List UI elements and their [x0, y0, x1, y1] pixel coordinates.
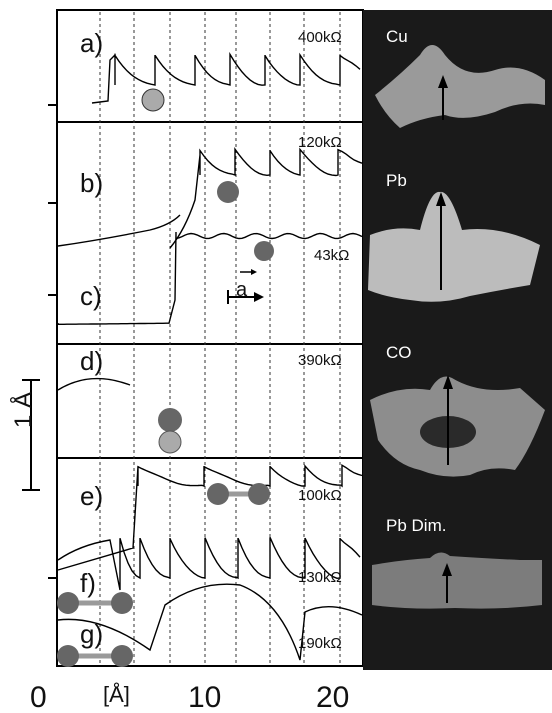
trace-b: [169, 147, 363, 249]
y-ticks: [48, 104, 57, 579]
panel-letter-a: a): [80, 28, 103, 58]
lattice-vector: a: [227, 269, 264, 304]
trace-a: [91, 51, 361, 104]
resistance-e: 100kΩ: [298, 487, 342, 504]
label-pb: Pb: [386, 171, 407, 190]
panel-letter-f: f): [80, 568, 96, 598]
ball-b: [217, 181, 239, 203]
vector-label: a: [236, 279, 248, 301]
trace-d: [57, 377, 131, 391]
resistance-c: 43kΩ: [314, 247, 349, 264]
dimer-f-left: [57, 592, 79, 614]
x-axis-unit: [Å]: [103, 682, 130, 707]
resistance-g: 190kΩ: [298, 635, 342, 652]
panel-letter-c: c): [80, 281, 102, 311]
panel-letter-e: e): [80, 481, 103, 511]
panel-letter-d: d): [80, 346, 103, 376]
scale-bar-label: 1 Å: [9, 392, 37, 428]
label-cu: Cu: [386, 27, 408, 46]
x-tick-10: 10: [188, 681, 221, 713]
dimer-e-right: [248, 483, 270, 505]
ball-c: [254, 241, 274, 261]
panel-frames: [56, 9, 364, 667]
pb-image: [368, 191, 540, 302]
traces: [57, 51, 363, 661]
cu-image: [375, 45, 545, 128]
dimer-f-right: [111, 592, 133, 614]
grid-lines: [99, 12, 341, 664]
pb-dimer-image: [372, 552, 542, 609]
trace-e: [57, 463, 363, 571]
x-tick-20: 20: [316, 681, 349, 713]
resistance-d: 390kΩ: [298, 352, 342, 369]
dimer-g-right: [111, 645, 133, 667]
ball-d-top: [158, 408, 182, 432]
dimer-g-left: [57, 645, 79, 667]
panel-letter-b: b): [80, 168, 103, 198]
ball-d-bottom: [158, 430, 182, 454]
trace-f: [57, 537, 361, 591]
atom-markers: [57, 88, 274, 667]
label-co: CO: [386, 343, 412, 362]
label-pb-dimer: Pb Dim.: [386, 516, 446, 535]
ball-a: [141, 88, 165, 112]
trace-g: [57, 583, 363, 661]
trace-b-base: [57, 214, 181, 247]
x-tick-0: 0: [30, 681, 47, 713]
scale-bar: 1 Å: [9, 379, 40, 491]
trace-c: [57, 231, 363, 325]
co-image: [370, 375, 545, 477]
panel-letter-g: g): [80, 619, 103, 649]
resistance-b: 120kΩ: [298, 134, 342, 151]
dimer-e-left: [207, 483, 229, 505]
resistance-f: 130kΩ: [298, 569, 342, 586]
resistance-a: 400kΩ: [298, 29, 342, 46]
